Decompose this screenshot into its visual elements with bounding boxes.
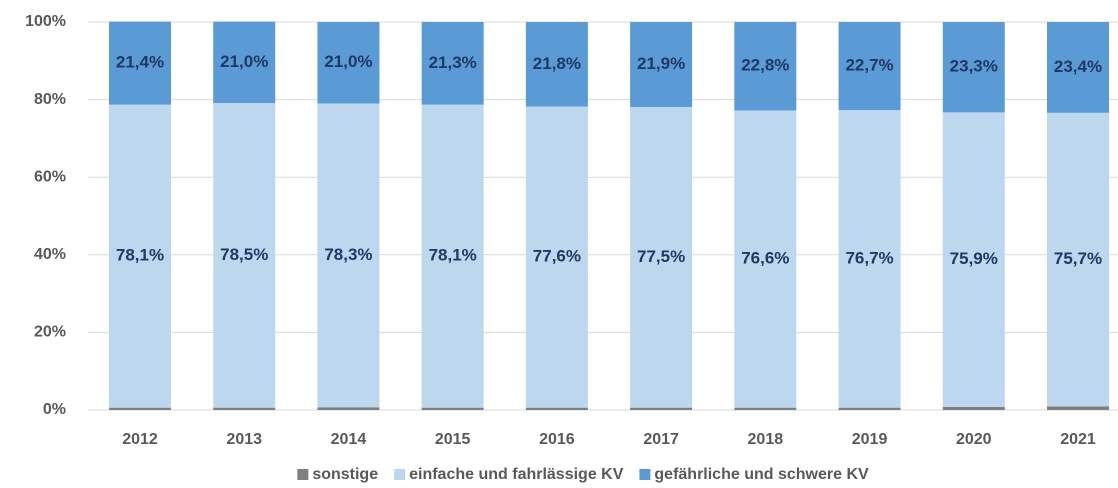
bar-segment (630, 22, 693, 107)
x-tick-label: 2012 (122, 431, 158, 448)
legend-label: einfache und fahrlässige KV (409, 466, 624, 483)
bar-segment (838, 407, 901, 410)
value-label: 23,4% (1054, 57, 1102, 76)
bar-segment (317, 407, 380, 410)
bar-segment (942, 22, 1005, 113)
value-label: 77,6% (533, 247, 581, 266)
x-tick-label: 2013 (226, 431, 262, 448)
value-label: 21,0% (324, 52, 372, 71)
value-label: 21,9% (637, 54, 685, 73)
value-label: 75,7% (1054, 249, 1102, 268)
bar-segment (838, 110, 901, 408)
x-tick-label: 2018 (748, 431, 784, 448)
bar-segment (630, 106, 693, 408)
x-tick-label: 2020 (956, 431, 992, 448)
bar-segment (1047, 22, 1109, 113)
x-tick-label: 2021 (1060, 431, 1096, 448)
bar-segment (1047, 406, 1109, 410)
x-tick-label: 2014 (331, 431, 367, 448)
bar-segment (421, 22, 484, 105)
bar-segment (317, 103, 380, 408)
value-label: 77,5% (637, 247, 685, 266)
value-label: 21,8% (533, 54, 581, 73)
bar-segment (421, 104, 484, 408)
bar-segment (317, 22, 380, 104)
bar-segment (109, 21, 171, 105)
x-tick-label: 2015 (435, 431, 471, 448)
y-tick-label: 20% (34, 324, 66, 341)
y-tick-label: 80% (34, 91, 66, 108)
bar-segment (1047, 112, 1109, 407)
legend-label: sonstige (312, 466, 378, 483)
bar-segment (109, 104, 171, 408)
y-tick-label: 40% (34, 246, 66, 263)
bar-segment (525, 106, 588, 408)
bar-segment (213, 407, 276, 410)
x-tick-label: 2016 (539, 431, 575, 448)
bar-segment (109, 407, 171, 410)
value-label: 76,6% (741, 249, 789, 268)
y-tick-label: 100% (25, 13, 66, 30)
bar-segment (213, 21, 276, 104)
value-label: 21,0% (220, 52, 268, 71)
value-label: 78,3% (324, 245, 372, 264)
bar-segment (942, 112, 1005, 407)
value-label: 75,9% (950, 249, 998, 268)
bar-segment (734, 407, 797, 410)
bar-segment (838, 22, 901, 111)
bar-segment (525, 407, 588, 410)
y-tick-label: 0% (43, 401, 66, 418)
bar-segment (213, 103, 276, 408)
legend-swatch (297, 469, 309, 480)
legend-swatch (639, 469, 651, 480)
y-tick-label: 60% (34, 168, 66, 185)
bar-segment (630, 407, 693, 410)
value-label: 78,5% (220, 245, 268, 264)
value-label: 76,7% (845, 248, 893, 267)
value-label: 21,4% (116, 53, 164, 72)
value-label: 78,1% (116, 246, 164, 265)
value-label: 23,3% (950, 57, 998, 76)
bar-segment (942, 406, 1005, 410)
legend-label: gefährliche und schwere KV (654, 466, 869, 483)
bar-segment (734, 110, 797, 408)
value-label: 21,3% (429, 53, 477, 72)
x-tick-label: 2019 (852, 431, 888, 448)
bar-segment (525, 22, 588, 107)
value-label: 78,1% (429, 246, 477, 265)
bar-segment (421, 407, 484, 410)
legend-swatch (394, 469, 406, 480)
value-label: 22,8% (741, 56, 789, 75)
x-tick-label: 2017 (643, 431, 679, 448)
bar-segment (734, 22, 797, 111)
value-label: 22,7% (845, 56, 893, 75)
